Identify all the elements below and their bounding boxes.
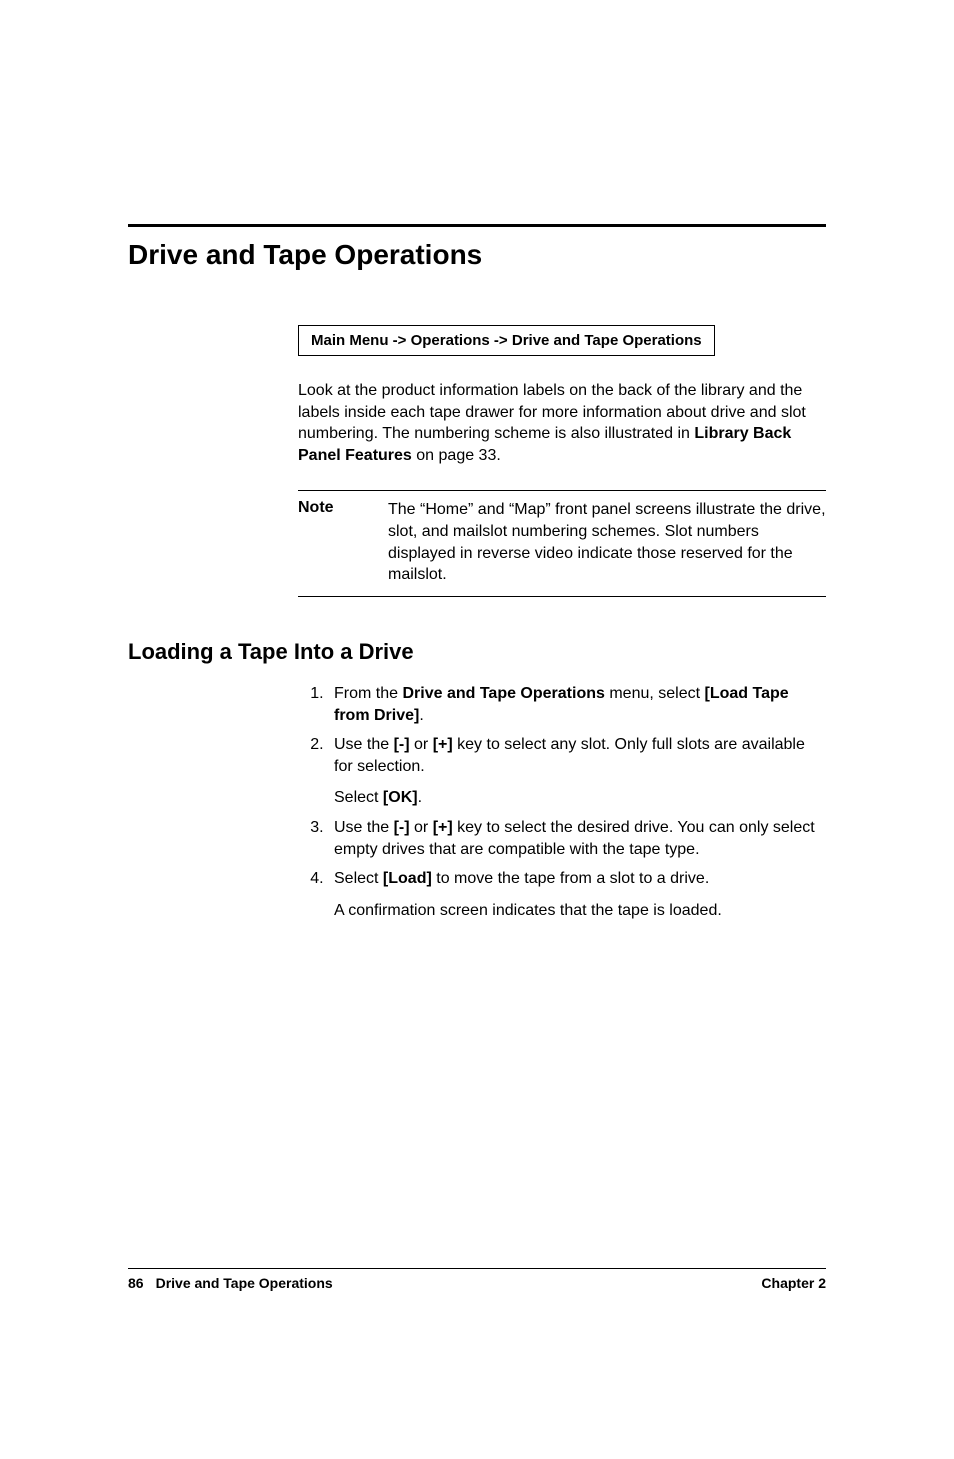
section-rule — [128, 224, 826, 227]
ordered-steps: From the Drive and Tape Operations menu,… — [298, 683, 826, 921]
steps-block: From the Drive and Tape Operations menu,… — [298, 683, 826, 921]
step2-sub-post: . — [418, 789, 422, 806]
step-3: Use the [-] or [+] key to select the des… — [328, 817, 826, 860]
step1-pre: From the — [334, 685, 402, 702]
step1-mid: menu, select — [605, 685, 705, 702]
footer-chapter: Chapter 2 — [761, 1275, 826, 1291]
step3-bold2: [+] — [433, 819, 453, 836]
footer-rule — [128, 1268, 826, 1269]
note-block: Note The “Home” and “Map” front panel sc… — [298, 490, 826, 596]
step2-sub-pre: Select — [334, 789, 383, 806]
step2-bold2: [+] — [433, 736, 453, 753]
intro-paragraph: Look at the product information labels o… — [298, 380, 826, 466]
document-page: Drive and Tape Operations Main Menu -> O… — [0, 224, 954, 1459]
step3-bold1: [-] — [394, 819, 410, 836]
note-text: The “Home” and “Map” front panel screens… — [388, 499, 826, 585]
heading-1: Drive and Tape Operations — [128, 239, 826, 271]
step4-post: to move the tape from a slot to a drive. — [432, 870, 709, 887]
step4-pre: Select — [334, 870, 383, 887]
step1-post: . — [419, 707, 423, 724]
step2-sub-bold: [OK] — [383, 789, 418, 806]
footer-left: 86 Drive and Tape Operations — [128, 1275, 333, 1291]
step-2: Use the [-] or [+] key to select any slo… — [328, 734, 826, 809]
nav-path-box: Main Menu -> Operations -> Drive and Tap… — [298, 325, 715, 356]
step-4: Select [Load] to move the tape from a sl… — [328, 868, 826, 921]
page-number: 86 — [128, 1275, 144, 1291]
step4-bold1: [Load] — [383, 870, 432, 887]
step2-bold1: [-] — [394, 736, 410, 753]
content-block: Main Menu -> Operations -> Drive and Tap… — [298, 271, 826, 597]
note-label: Note — [298, 499, 388, 585]
step1-bold1: Drive and Tape Operations — [402, 685, 604, 702]
step4-sub: A confirmation screen indicates that the… — [334, 900, 826, 922]
step2-sub: Select [OK]. — [334, 787, 826, 809]
footer-row: 86 Drive and Tape Operations Chapter 2 — [128, 1275, 826, 1291]
page-footer: 86 Drive and Tape Operations Chapter 2 — [128, 1268, 826, 1291]
step2-pre: Use the — [334, 736, 394, 753]
footer-section-title: Drive and Tape Operations — [156, 1275, 333, 1291]
step3-mid1: or — [410, 819, 433, 836]
step-1: From the Drive and Tape Operations menu,… — [328, 683, 826, 726]
step2-mid1: or — [410, 736, 433, 753]
heading-2: Loading a Tape Into a Drive — [128, 639, 826, 665]
intro-text-post: on page 33. — [412, 447, 501, 464]
step3-pre: Use the — [334, 819, 394, 836]
